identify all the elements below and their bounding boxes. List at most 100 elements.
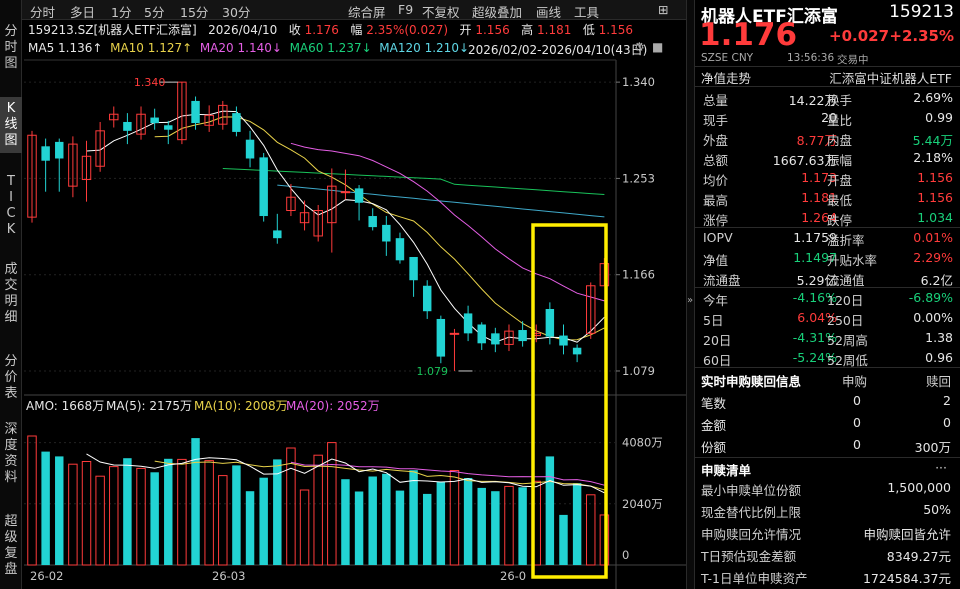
security-label: 159213.SZ[机器人ETF汇添富] [28,23,197,37]
field-value: 1.156 [917,170,953,185]
period-tab-3[interactable]: 5分 [144,5,165,20]
exchange-currency: SZSE CNY [701,52,754,64]
settings-icon[interactable]: ⚙ [634,40,645,54]
more-icon[interactable]: ··· [935,460,947,475]
nav-trend-link[interactable]: 净值走势 [701,71,752,86]
period-tab-1[interactable]: 多日 [70,5,96,20]
left-tab-0[interactable]: 分时图 [0,20,22,76]
candle-body [382,224,391,242]
field-value: 2.69% [913,90,953,105]
lock-icon[interactable]: ■ [652,40,664,54]
volume-bar [245,491,255,565]
candle-body [55,141,64,159]
subscription-row: 份额 0 300万 [695,435,960,455]
field-label: 120日 [827,293,864,308]
field-label: 换手 [827,93,853,108]
ma60-value: 1.237↓ [327,41,372,55]
quote-info-line: 159213.SZ[机器人ETF汇添富] 2026/04/10 收 1.176 … [28,21,633,38]
field-value: 8349.27元 [886,549,951,564]
field-value: 14.22万 [788,93,837,108]
left-tab-6[interactable]: 超级复盘 [0,510,22,582]
collapse-arrow-icon[interactable]: » [687,295,694,306]
candle-body [232,113,241,132]
field-label: 总额 [703,153,729,168]
price-tick-label: 1.166 [622,268,655,282]
candle-body [299,212,310,224]
tool-button-0[interactable]: 综合屏 [348,5,386,20]
price-change: +0.027 [829,27,890,45]
vol-ma5-line [86,453,605,494]
left-tab-char: 度 [4,438,18,453]
left-tab-3[interactable]: 成交明细 [0,258,22,330]
field-value: 1.181 [801,190,837,205]
left-tab-char: 线 [4,117,18,132]
ma120-label: MA120 [379,41,421,55]
field-value: 1,500,000 [887,480,951,495]
tool-button-3[interactable]: 超级叠加 [472,5,523,20]
period-tab-4[interactable]: 15分 [180,5,209,20]
tool-button-4[interactable]: 画线 [536,5,562,20]
candle-body [586,285,596,334]
ma120-line [277,184,605,218]
field-label: 60日 [703,353,732,368]
tool-button-2[interactable]: 不复权 [422,5,460,20]
period-tab-0[interactable]: 分时 [30,5,56,20]
panel-collapse-handle[interactable]: » [686,0,694,589]
candle-body [286,196,296,212]
candle-body [259,157,268,217]
quote-row: 20日 -4.31% 52周高 1.38 [695,328,960,348]
left-tab-char: 图 [4,133,18,148]
field-label: 5日 [703,313,724,328]
volume-legend-3: MA(20): 2052万 [286,399,380,413]
left-tab-char: 资 [4,454,18,469]
candle-body [191,100,200,124]
field-label: 现手 [703,113,729,128]
redemption-row: 申购赎回允许情况 申购赎回皆允许 [695,522,960,542]
candle-body [273,230,282,239]
tool-button-1[interactable]: F9 [398,2,414,17]
candle-body [545,309,555,337]
field-value: 0.96 [925,350,953,365]
kline-chart[interactable]: 1.340 1.253 1.166 1.079 1.340 1.079 4080万 2040万… [0,0,686,589]
field-label: 份额 [701,440,727,455]
subscription-header-text: 实时申购赎回信息 [701,374,802,389]
field-value: -4.16% [792,290,837,305]
period-tab-5[interactable]: 30分 [222,5,251,20]
subscription-header-text: 赎回 [925,374,951,389]
field-value: 0.01% [913,230,953,245]
field-label: IOPV [703,230,733,245]
candle-body [123,121,132,131]
candle-body [150,117,159,124]
tool-button-5[interactable]: 工具 [574,5,600,20]
candle-body [491,333,500,345]
ma20-label: MA20 [199,41,234,55]
volume-bar [313,454,323,566]
field-value: 1.38 [925,330,953,345]
candle-body [354,188,364,203]
left-tab-char: 盘 [4,562,18,577]
field-label: 涨停 [703,213,729,228]
volume-bar [436,481,446,565]
ma10-label: MA10 [110,41,144,55]
left-tab-char: 细 [4,310,18,325]
volume-bar [449,470,460,566]
volume-bar [409,470,418,565]
candle-body [68,143,78,187]
ma-legend: MA5 1.136↑ MA10 1.127↑ MA20 1.140↓ MA60 … [28,41,469,55]
volume-tick-label: 4080万 [622,436,663,450]
left-tab-5[interactable]: 深度资料 [0,418,22,490]
left-tab-char: 交 [4,278,18,293]
layout-icon[interactable]: ⊞ [658,2,669,17]
quote-row: 今年 -4.16% 120日 -6.89% [695,288,960,308]
ma20-value: 1.140↓ [237,41,282,55]
candle-body [340,191,351,194]
trading-status: 交易中 [837,54,869,66]
field-value: 6.04% [797,310,837,325]
ma5-line [86,110,605,343]
left-tab-4[interactable]: 分价表 [0,350,22,406]
period-tab-2[interactable]: 1分 [111,5,132,20]
field-label: 250日 [827,313,864,328]
candle-body [422,285,432,312]
